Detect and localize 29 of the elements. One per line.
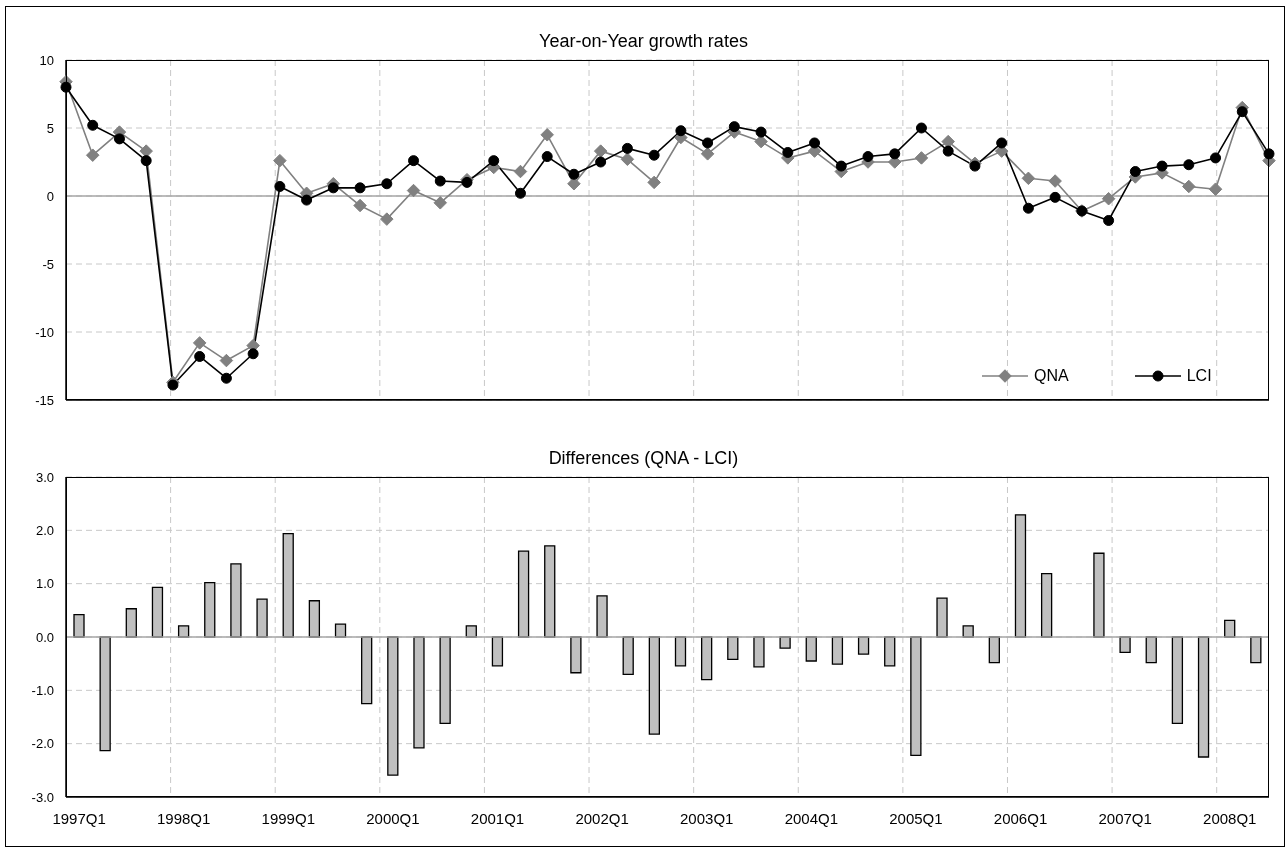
y-tick-label: 1.0 [35, 576, 54, 592]
x-tick-label: 2006Q1 [993, 809, 1048, 827]
x-tick-label: 2000Q1 [366, 809, 420, 827]
x-tick-label: 2002Q1 [575, 809, 629, 827]
x-tick-label: 2003Q1 [680, 809, 734, 827]
y-tick-label: 10 [39, 52, 54, 68]
x-tick-label: 2008Q1 [1203, 809, 1257, 827]
x-tick-label: 2007Q1 [1098, 809, 1152, 827]
legend-label: QNA [1034, 367, 1069, 385]
x-tick-label: 1997Q1 [52, 809, 106, 827]
x-tick-label: 2004Q1 [784, 809, 839, 827]
chart-title: Year-on-Year growth rates [538, 30, 749, 53]
x-tick-label: 2001Q1 [470, 809, 525, 827]
y-tick-label: -1.0 [31, 682, 54, 698]
y-tick-label: -3.0 [31, 789, 54, 805]
y-tick-label: -10 [35, 324, 54, 340]
y-tick-label: 3.0 [35, 469, 54, 485]
y-tick-label: 0 [46, 188, 54, 204]
x-tick-label: 2005Q1 [889, 809, 943, 827]
y-tick-label: -5 [42, 256, 54, 272]
y-tick-label: 2.0 [35, 522, 54, 538]
chart-title: Differences (QNA - LCI) [547, 447, 740, 470]
x-tick-label: 1999Q1 [261, 809, 315, 827]
y-tick-label: 0.0 [35, 629, 54, 645]
x-tick-label: 1998Q1 [156, 809, 211, 827]
y-tick-label: -15 [35, 392, 54, 408]
y-tick-label: -2.0 [31, 736, 54, 752]
legend-label: LCI [1186, 367, 1212, 385]
y-tick-label: 5 [46, 120, 54, 136]
